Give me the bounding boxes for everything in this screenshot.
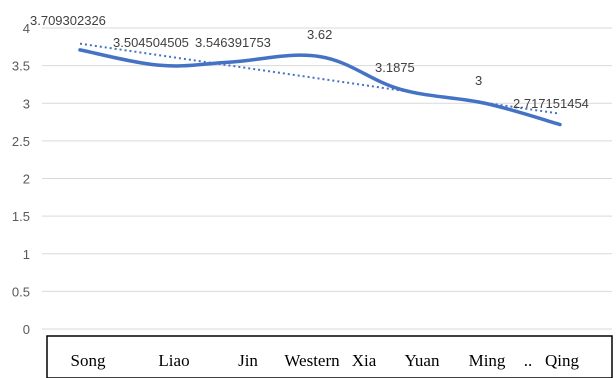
category-label: Song [71,351,106,370]
category-axis-box [46,335,613,378]
data-label: 3 [475,73,482,88]
category-label: Western [284,351,340,370]
category-label: .. [524,351,533,370]
gridlines [42,27,612,330]
y-tick-label: 0.5 [12,284,30,299]
y-tick-label: 2.5 [12,134,30,149]
y-tick-label: 0 [23,322,30,337]
data-label: 2.717151454 [513,96,589,111]
y-tick-label: 2 [23,172,30,187]
y-tick-label: 1 [23,247,30,262]
trendline [79,42,561,115]
y-axis-ticks: 0 0.5 1 1.5 2 2.5 3 3.5 4 [12,21,30,337]
data-labels: 3.709302326 3.504504505 3.546391753 3.62 3.1… [30,13,589,111]
y-tick-label: 1.5 [12,209,30,224]
category-label: Jin [238,351,258,370]
category-label: Liao [158,351,189,370]
series-line [78,48,562,127]
y-tick-label: 4 [23,21,30,36]
y-tick-label: 3 [23,96,30,111]
trendline-layer [79,42,561,115]
data-label: 3.62 [307,27,332,42]
category-axis-labels: Song Liao Jin Western Xia Yuan Ming.. Qing [71,351,580,370]
data-label: 3.1875 [375,60,415,75]
data-label: 3.546391753 [195,35,271,50]
category-label: Yuan [405,351,440,370]
data-label: 3.504504505 [113,35,189,50]
category-label: Qing [545,351,580,370]
category-label: Ming [469,351,506,370]
category-label: Xia [352,351,377,370]
data-label: 3.709302326 [30,13,106,28]
series-layer [78,48,562,127]
y-tick-label: 3.5 [12,59,30,74]
